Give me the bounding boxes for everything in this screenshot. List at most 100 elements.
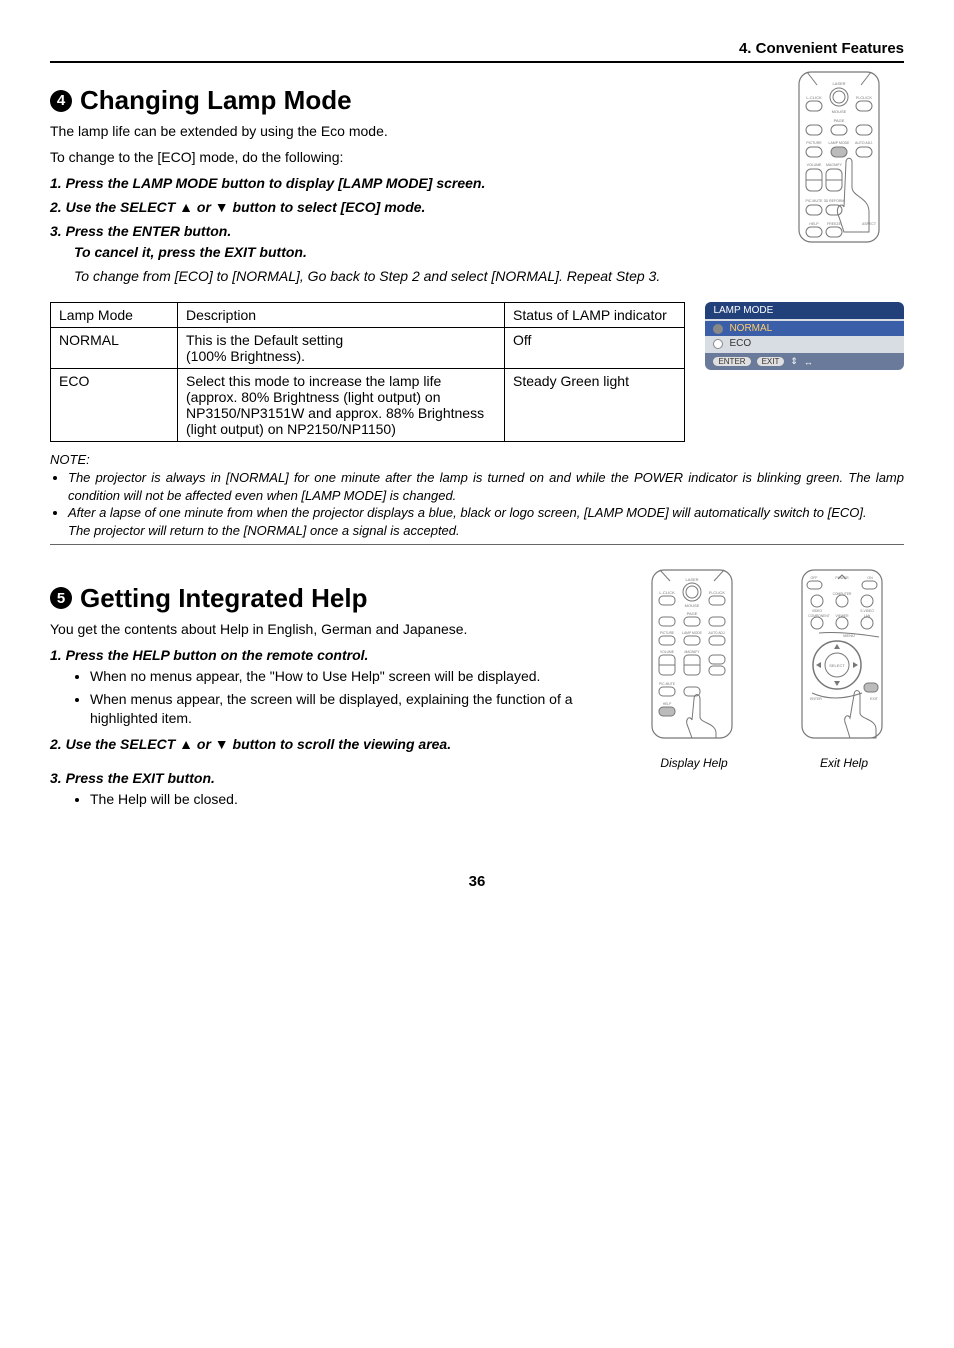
- svg-text:POWER: POWER: [835, 576, 849, 580]
- osd-option-normal: NORMAL: [705, 321, 904, 336]
- td-normal: NORMAL: [51, 328, 178, 369]
- picmute-label: PIC-MUTE: [806, 199, 824, 203]
- help-figures: LASER L-CLICK R-CLICK MOUSE PAGE PICTURE…: [634, 565, 904, 813]
- step-2: 2. Use the SELECT ▲ or ▼ button to selec…: [50, 199, 754, 215]
- table-row: ECO Select this mode to increase the lam…: [51, 369, 685, 442]
- osd-opt2-label: ECO: [729, 338, 751, 349]
- svg-text:OFF: OFF: [811, 576, 818, 580]
- th-status: Status of LAMP indicator: [505, 303, 685, 328]
- figure-exit-help: POWER OFF ON COMPUTER VIDEO S-VIDEO COMP…: [784, 565, 904, 770]
- note-item-2: After a lapse of one minute from when th…: [68, 504, 904, 539]
- osd-title: LAMP MODE: [705, 302, 904, 319]
- circled-4-icon: 4: [50, 90, 72, 112]
- svg-text:PIC-MUTE: PIC-MUTE: [659, 682, 676, 686]
- svg-text:L-CLICK: L-CLICK: [659, 590, 675, 595]
- step-1: 1. Press the LAMP MODE button to display…: [50, 175, 754, 191]
- help-bullets-3: The Help will be closed.: [50, 790, 604, 809]
- table-header-row: Lamp Mode Description Status of LAMP ind…: [51, 303, 685, 328]
- help-bullet-1b: When menus appear, the screen will be di…: [90, 690, 604, 728]
- help-step-2: 2. Use the SELECT ▲ or ▼ button to scrol…: [50, 736, 604, 752]
- autoadj-label: AUTO ADJ.: [855, 141, 873, 145]
- svg-text:VOLUME: VOLUME: [660, 650, 675, 654]
- osd-leftright-icon: ↔: [804, 357, 813, 367]
- help-bullets-1: When no menus appear, the "How to Use He…: [50, 667, 604, 728]
- help-step-3: 3. Press the EXIT button.: [50, 770, 604, 786]
- section-5-heading: 5 Getting Integrated Help: [50, 583, 604, 614]
- note-label: NOTE:: [50, 452, 904, 467]
- section-4-title: Changing Lamp Mode: [80, 85, 352, 116]
- intro-2: To change to the [ECO] mode, do the foll…: [50, 148, 754, 168]
- td-eco-desc: Select this mode to increase the lamp li…: [178, 369, 505, 442]
- section-4-heading: 4 Changing Lamp Mode: [50, 85, 754, 116]
- osd-updown-icon: ⇕: [790, 356, 798, 367]
- svg-text:R-CLICK: R-CLICK: [709, 590, 725, 595]
- svg-text:AUTO ADJ.: AUTO ADJ.: [709, 631, 726, 635]
- lclick-label: L-CLICK: [806, 95, 822, 100]
- circled-5-icon: 5: [50, 587, 72, 609]
- intro-1: The lamp life can be extended by using t…: [50, 122, 754, 142]
- table-row: NORMAL This is the Default setting (100%…: [51, 328, 685, 369]
- svg-text:MOUSE: MOUSE: [685, 603, 700, 608]
- picture-label: PICTURE: [806, 141, 822, 145]
- svg-text:S-VIDEO: S-VIDEO: [860, 609, 874, 613]
- figure-display-help: LASER L-CLICK R-CLICK MOUSE PAGE PICTURE…: [634, 565, 754, 770]
- help-bullet-3a: The Help will be closed.: [90, 790, 604, 809]
- osd-lamp-mode: LAMP MODE NORMAL ECO ENTER EXIT ⇕ ↔: [705, 302, 904, 370]
- section-5-text: 5 Getting Integrated Help You get the co…: [50, 565, 604, 813]
- osd-exit-btn: EXIT: [757, 357, 785, 366]
- svg-text:HELP: HELP: [663, 702, 672, 706]
- aspect-label: ASPECT: [862, 222, 877, 226]
- rclick-label: R-CLICK: [856, 95, 872, 100]
- section-header: 4. Convenient Features: [50, 40, 904, 61]
- note-item-1: The projector is always in [NORMAL] for …: [68, 469, 904, 504]
- help-step-1: 1. Press the HELP button on the remote c…: [50, 647, 604, 663]
- remote-display-help-icon: LASER L-CLICK R-CLICK MOUSE PAGE PICTURE…: [634, 565, 754, 745]
- td-eco: ECO: [51, 369, 178, 442]
- note-list: The projector is always in [NORMAL] for …: [50, 469, 904, 544]
- section-5-getting-integrated-help: 5 Getting Integrated Help You get the co…: [50, 565, 904, 813]
- svg-text:ON: ON: [867, 576, 873, 580]
- cancel-note: To cancel it, press the EXIT button.: [74, 243, 754, 263]
- osd-body: NORMAL ECO: [705, 319, 904, 353]
- help-intro: You get the contents about Help in Engli…: [50, 620, 604, 640]
- remote-exit-help-icon: POWER OFF ON COMPUTER VIDEO S-VIDEO COMP…: [784, 565, 904, 745]
- help-label: HELP: [809, 222, 819, 226]
- svg-text:LASER: LASER: [685, 577, 698, 582]
- svg-text:SELECT: SELECT: [829, 663, 845, 668]
- td-eco-status: Steady Green light: [505, 369, 685, 442]
- section-4-text: 4 Changing Lamp Mode The lamp life can b…: [50, 67, 754, 290]
- osd-footer: ENTER EXIT ⇕ ↔: [705, 353, 904, 370]
- section-5-title: Getting Integrated Help: [80, 583, 367, 614]
- volume-label: VOLUME: [807, 163, 822, 167]
- lamp-mode-table-row: Lamp Mode Description Status of LAMP ind…: [50, 290, 904, 442]
- td-normal-status: Off: [505, 328, 685, 369]
- step-3: 3. Press the ENTER button.: [50, 223, 754, 239]
- svg-text:EXIT: EXIT: [870, 697, 879, 701]
- svg-text:VIDEO: VIDEO: [812, 609, 823, 613]
- svg-text:PAGE: PAGE: [687, 611, 698, 616]
- laser-label: LASER: [832, 81, 845, 86]
- 3d-label: 3D REFORM: [824, 199, 845, 203]
- page-label: PAGE: [834, 118, 845, 123]
- svg-text:PICTURE: PICTURE: [660, 631, 675, 635]
- osd-option-eco: ECO: [705, 336, 904, 351]
- osd-enter-btn: ENTER: [713, 357, 750, 366]
- page-number: 36: [50, 873, 904, 890]
- th-description: Description: [178, 303, 505, 328]
- freeze-label: FREEZE: [827, 222, 841, 226]
- change-back-note: To change from [ECO] to [NORMAL], Go bac…: [74, 267, 754, 287]
- radio-on-icon: [713, 324, 723, 334]
- caption-exit-help: Exit Help: [784, 756, 904, 770]
- mouse-label: MOUSE: [832, 109, 847, 114]
- magnify-label: MAGNIFY: [826, 163, 843, 167]
- td-normal-desc: This is the Default setting (100% Bright…: [178, 328, 505, 369]
- header-rule: 4. Convenient Features: [50, 40, 904, 63]
- svg-text:ENTER: ENTER: [810, 697, 822, 701]
- page: 4. Convenient Features 4 Changing Lamp M…: [0, 0, 954, 940]
- svg-text:MAGNIFY: MAGNIFY: [684, 650, 700, 654]
- th-lamp-mode: Lamp Mode: [51, 303, 178, 328]
- osd-opt1-label: NORMAL: [729, 323, 772, 334]
- lamp-mode-table: Lamp Mode Description Status of LAMP ind…: [50, 302, 685, 442]
- help-bullet-1a: When no menus appear, the "How to Use He…: [90, 667, 604, 686]
- remote-top-illustration: LASER L-CLICK R-CLICK MOUSE PAGE PICTURE…: [774, 67, 904, 290]
